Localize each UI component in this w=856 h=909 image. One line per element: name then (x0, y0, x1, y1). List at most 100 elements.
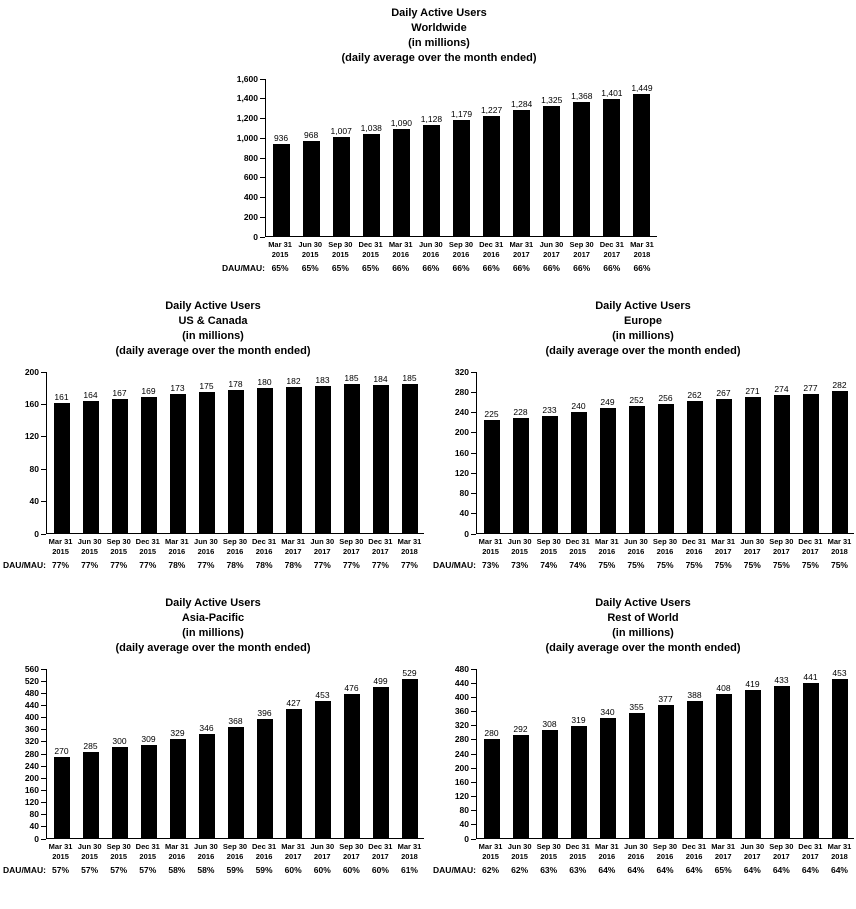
x-axis: Mar 31 2015 Jun 30 2015 Sep 30 2015 Dec 31 2015… (265, 240, 657, 259)
x-tick-label-date: Jun 30 (507, 537, 532, 546)
bar-column: 388 (680, 669, 709, 838)
y-tick-label: 1,600 (236, 73, 258, 84)
x-tick-label-year: 2017 (342, 546, 360, 556)
x-tick-label-date: Mar 31 (164, 842, 189, 851)
x-tick-label-year: 2017 (743, 851, 761, 861)
x-tick-label: Jun 30 2017 (308, 537, 337, 556)
x-tick-label-year: 2015 (52, 546, 69, 556)
x-tick-label-date: Sep 30 (106, 842, 131, 851)
bar (372, 384, 389, 533)
chart-title: Daily Active Users Rest of World (in milli… (432, 596, 854, 656)
plot: 936 968 1,007 1,038 1,090 1,128 1,179 1,227 1,28… (265, 79, 657, 237)
bar-value-label: 388 (687, 690, 702, 701)
bar (140, 744, 157, 838)
x-tick-label-date: Jun 30 (77, 842, 102, 851)
dau-mau-value: 78% (226, 560, 244, 570)
x-tick-label-date: Dec 31 (479, 240, 504, 249)
y-tick-label: 560 (24, 663, 39, 674)
x-tick-label-year: 2015 (110, 851, 128, 861)
x-tick-label: Jun 30 2017 (738, 842, 767, 861)
bar-column: 499 (366, 669, 395, 838)
dau-mau-value: 77% (81, 560, 99, 570)
chart-plot-area: 0 40 80 120 160 200 240 280 320 225 228 233 240 249 25… (432, 367, 854, 538)
x-tick-label: Mar 31 2015 (265, 240, 295, 259)
bar-value-label: 292 (513, 724, 528, 735)
y-tick-mark (41, 371, 46, 373)
bar-column: 1,090 (386, 79, 416, 236)
x-tick-label: Mar 31 2016 (592, 842, 621, 861)
y-tick-label: 200 (243, 211, 258, 222)
x-tick-label-year: 2015 (139, 851, 157, 861)
y-tick-mark (41, 533, 46, 535)
x-tick-label-date: Dec 31 (135, 842, 160, 851)
dau-mau-label: DAU/MAU: (433, 865, 476, 875)
y-tick-label: 0 (253, 231, 258, 242)
dau-mau-value: 65% (271, 263, 289, 273)
y-tick-label: 360 (24, 724, 39, 735)
bar-value-label: 968 (304, 130, 319, 141)
dau-mau-value: 66% (573, 263, 591, 273)
x-tick-label-date: Dec 31 (681, 537, 707, 546)
bar (628, 713, 645, 838)
bar (773, 395, 790, 533)
x-tick-label-date: Mar 31 (478, 842, 503, 851)
x-tick-label-date: Sep 30 (106, 537, 131, 546)
x-tick-label: Sep 30 2017 (767, 537, 796, 556)
y-tick-label: 80 (29, 463, 39, 474)
chart-title: Daily Active Users Asia-Pacific (in millio… (2, 596, 424, 656)
x-tick-label-date: Jun 30 (310, 842, 335, 851)
charts-row-middle: Daily Active Users US & Canada (in million… (2, 299, 854, 570)
bar-value-label: 377 (658, 694, 673, 705)
bar-value-label: 169 (141, 385, 156, 396)
bar-value-label: 433 (774, 674, 789, 685)
x-tick-label-date: Dec 31 (135, 537, 160, 546)
bar-column: 161 (47, 372, 76, 533)
x-tick-label-date: Dec 31 (681, 842, 707, 851)
bar-value-label: 453 (832, 668, 847, 678)
bar-column: 185 (395, 372, 424, 533)
dau-mau-row: DAU/MAU: 57% 57% 57% 57% 58% 58% 59% 59% 60% 60% 60… (3, 865, 424, 875)
y-tick-mark (471, 767, 476, 769)
x-tick-label-date: Sep 30 (536, 537, 561, 546)
x-tick-label: Mar 31 2015 (476, 537, 505, 556)
y-tick-mark (471, 533, 476, 535)
bar (53, 403, 70, 533)
y-tick-label: 0 (464, 833, 469, 844)
x-tick-label: Mar 31 2015 (46, 842, 75, 861)
x-tick-label-year: 2017 (573, 249, 590, 259)
bar (53, 756, 70, 838)
bar-value-label: 936 (273, 133, 289, 144)
x-tick-label-date: Dec 31 (798, 537, 823, 546)
x-tick-label-date: Sep 30 (222, 537, 248, 546)
bar-value-label: 346 (199, 722, 214, 733)
y-tick-mark (471, 753, 476, 755)
x-tick-label: Jun 30 2017 (738, 537, 767, 556)
dau-mau-value: 75% (598, 560, 616, 570)
bar (332, 137, 350, 236)
x-tick-label-date: Dec 31 (368, 842, 393, 851)
x-tick-label-year: 2016 (598, 546, 616, 556)
bar-column: 175 (192, 372, 221, 533)
bar-value-label: 1,090 (390, 118, 412, 129)
dau-mau-label: DAU/MAU: (3, 865, 46, 875)
x-tick-label: Dec 31 2015 (133, 537, 162, 556)
dau-mau-row: DAU/MAU: 73% 73% 74% 74% 75% 75% 75% 75% 75% 75% 75… (433, 560, 854, 570)
x-tick-label-date: Sep 30 (328, 240, 353, 249)
y-tick-mark (471, 682, 476, 684)
bar-column: 184 (366, 372, 395, 533)
bar-column: 433 (767, 669, 796, 838)
x-axis: Mar 31 2015 Jun 30 2015 Sep 30 2015 Dec 31 2015… (46, 842, 424, 861)
x-tick-label: Mar 31 2018 (627, 240, 657, 259)
dau-mau-value: 66% (392, 263, 410, 273)
bar-column: 1,007 (326, 79, 356, 236)
x-tick-label-year: 2017 (772, 546, 790, 556)
dau-mau-value: 75% (801, 560, 819, 570)
bar (343, 694, 360, 838)
y-tick-label: 360 (454, 706, 469, 716)
y-tick-mark (471, 781, 476, 783)
x-tick-label-year: 2016 (685, 851, 703, 861)
y-tick-label: 120 (454, 791, 469, 801)
x-tick-label-year: 2015 (110, 546, 128, 556)
bar (198, 733, 215, 838)
bar-value-label: 1,179 (450, 109, 473, 120)
